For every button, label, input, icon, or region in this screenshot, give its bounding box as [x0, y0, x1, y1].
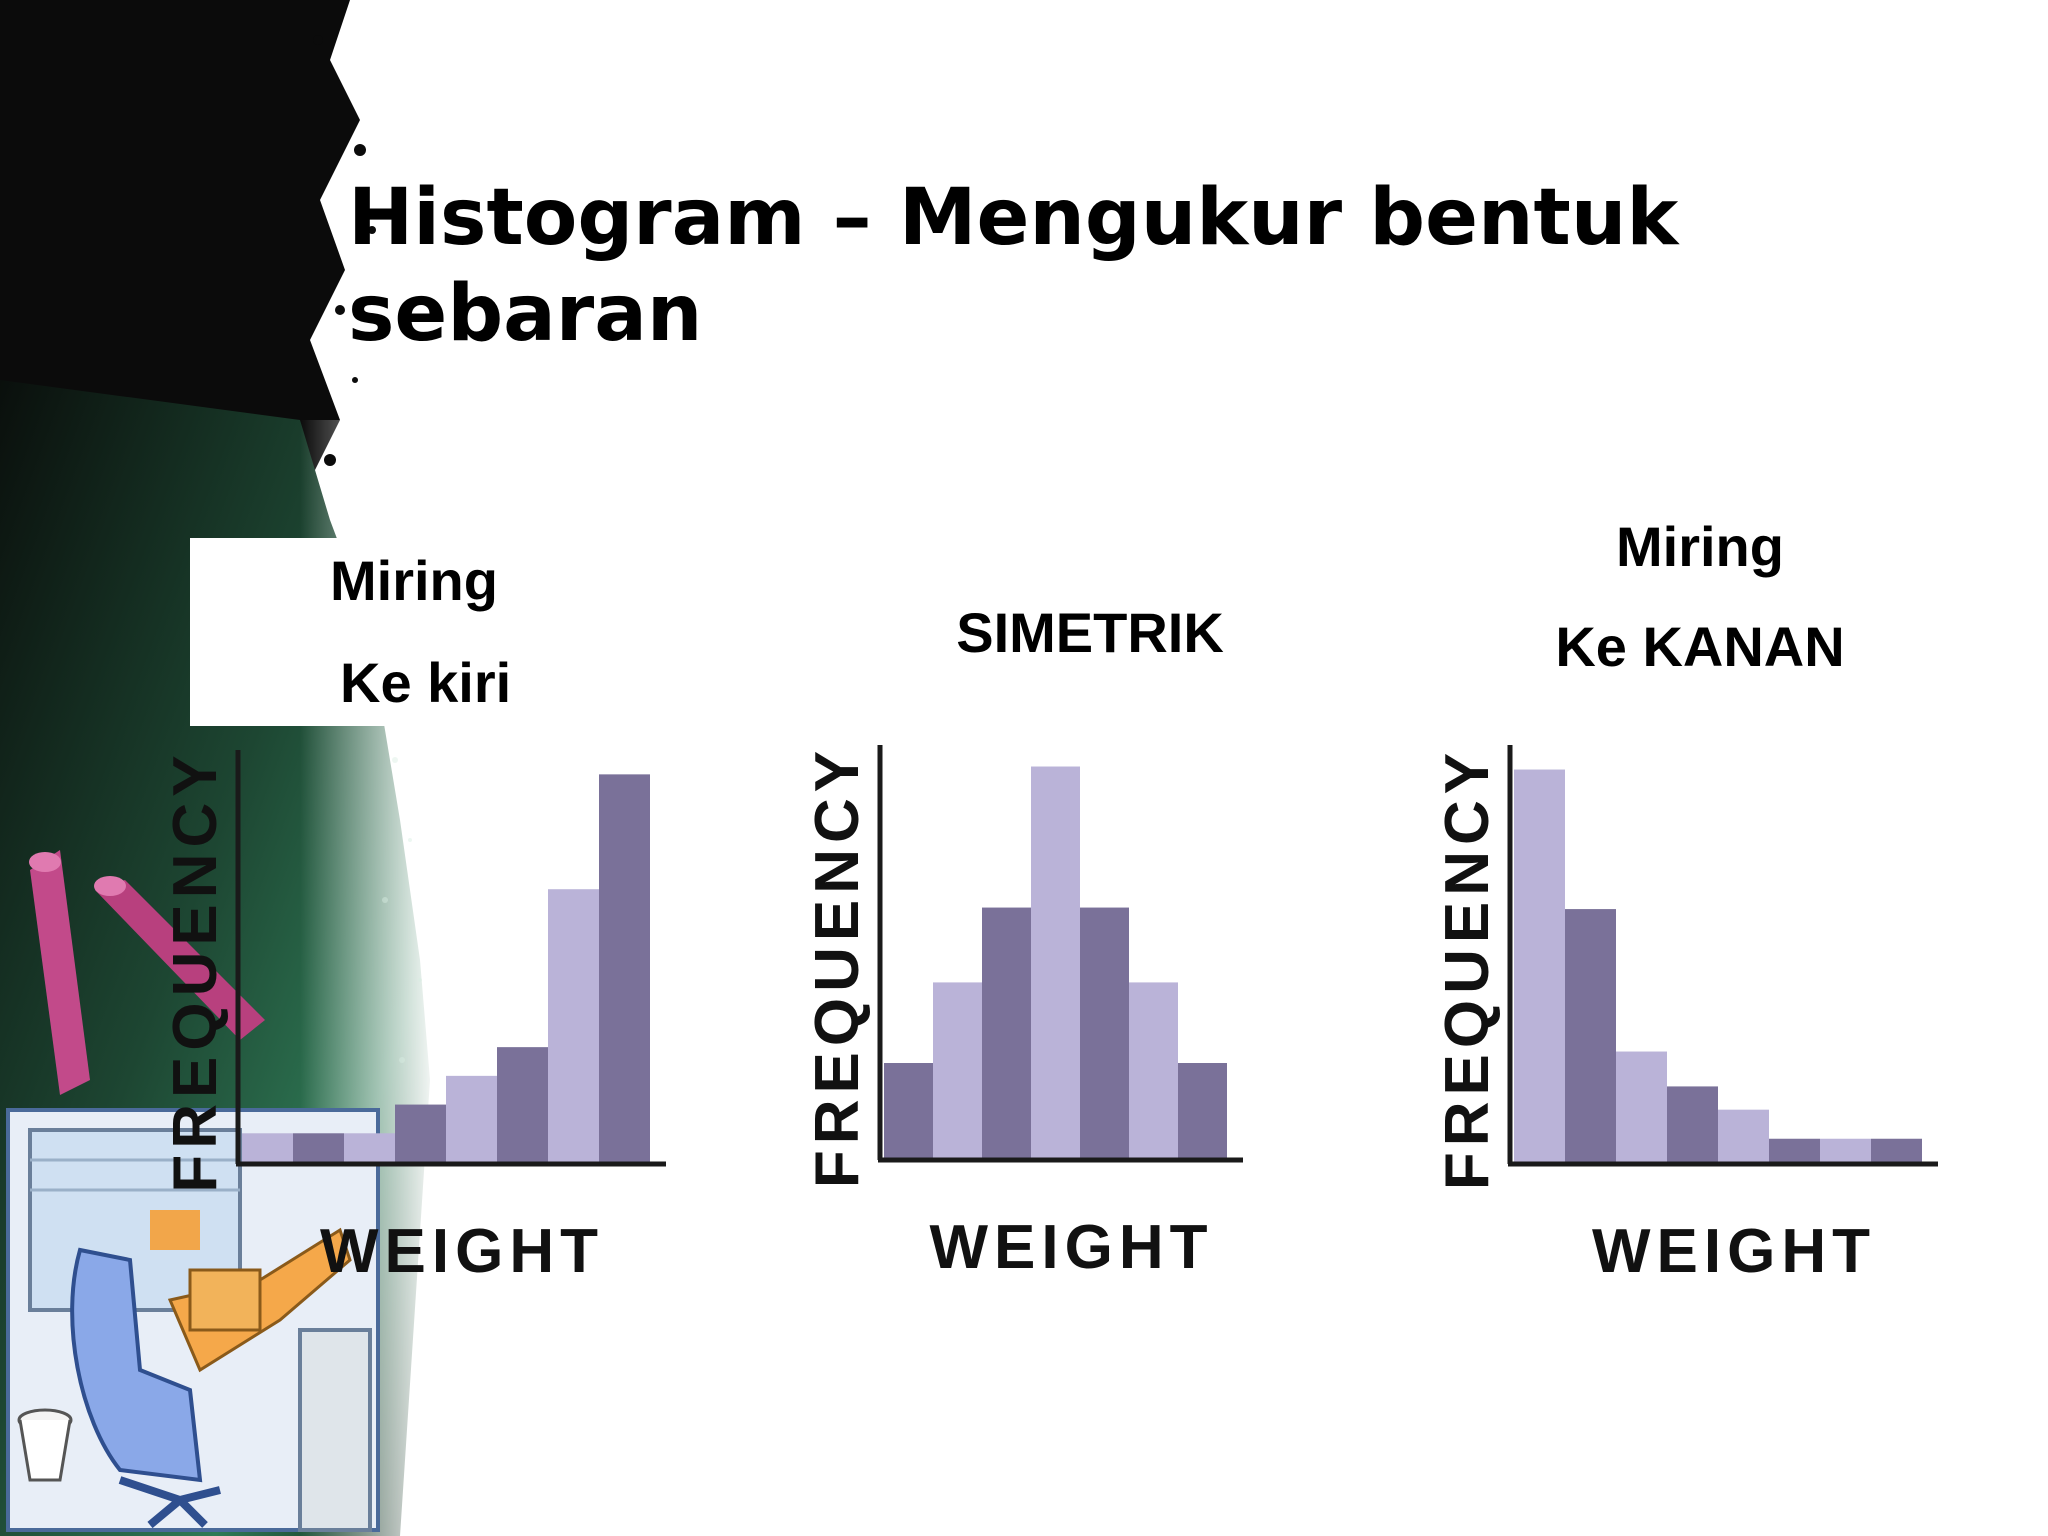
- right-chart-label-line-2: Ke KANAN: [1555, 615, 1845, 678]
- histogram-bar: [344, 1133, 395, 1162]
- histogram-bar: [1031, 766, 1080, 1158]
- label-backdrop: [190, 538, 530, 726]
- title-line-2: sebaran: [348, 269, 703, 359]
- histogram-bar: [1820, 1138, 1871, 1162]
- histogram-bar: [1616, 1051, 1667, 1162]
- histogram-bar: [1871, 1138, 1922, 1162]
- slide-title: Histogram – Mengukur bentuk sebaran: [348, 170, 1848, 362]
- x-axis-label: WEIGHT: [930, 1213, 1214, 1282]
- histogram-bar: [1667, 1086, 1718, 1162]
- histogram-bar: [982, 907, 1031, 1158]
- office-worker-clipart-icon: [6, 1108, 380, 1532]
- x-axis-label: WEIGHT: [320, 1217, 604, 1286]
- histogram-bar: [884, 1063, 933, 1158]
- histogram-bar: [1769, 1138, 1820, 1162]
- histogram-bar: [1718, 1109, 1769, 1162]
- histogram-bar: [446, 1075, 497, 1162]
- title-line-1: Histogram – Mengukur bentuk: [348, 173, 1679, 263]
- histogram-bar: [1514, 769, 1565, 1162]
- chalk-sticks-icon: [29, 850, 265, 1095]
- histogram-bar: [1129, 982, 1178, 1158]
- x-axis-label: WEIGHT: [1592, 1217, 1876, 1286]
- middle-chart-label: SIMETRIK: [956, 601, 1224, 664]
- left-chart-label-line-1: Miring: [330, 549, 498, 612]
- histogram-right-skewed: FREQUENCY WEIGHT: [1433, 745, 1938, 1286]
- right-chart-label-line-1: Miring: [1616, 515, 1784, 578]
- histogram-bar: [599, 774, 650, 1162]
- histogram-symmetric: FREQUENCY WEIGHT: [803, 745, 1243, 1282]
- histogram-bar: [1565, 909, 1616, 1162]
- y-axis-label: FREQUENCY: [1433, 747, 1502, 1190]
- left-chart-label-line-2: Ke kiri: [340, 651, 512, 714]
- histogram-bar: [548, 889, 599, 1162]
- histogram-bar: [933, 982, 982, 1158]
- histogram-bar: [497, 1047, 548, 1162]
- y-axis-label: FREQUENCY: [161, 749, 230, 1192]
- histogram-left-skewed: FREQUENCY WEIGHT: [161, 749, 666, 1286]
- histogram-bar: [242, 1133, 293, 1162]
- histogram-bar: [1178, 1063, 1227, 1158]
- grunge-speckles: [313, 35, 376, 466]
- histogram-bar: [1080, 907, 1129, 1158]
- histogram-bar: [395, 1104, 446, 1162]
- y-axis-label: FREQUENCY: [803, 745, 872, 1188]
- grunge-black-band: [0, 0, 360, 520]
- histogram-bar: [293, 1133, 344, 1162]
